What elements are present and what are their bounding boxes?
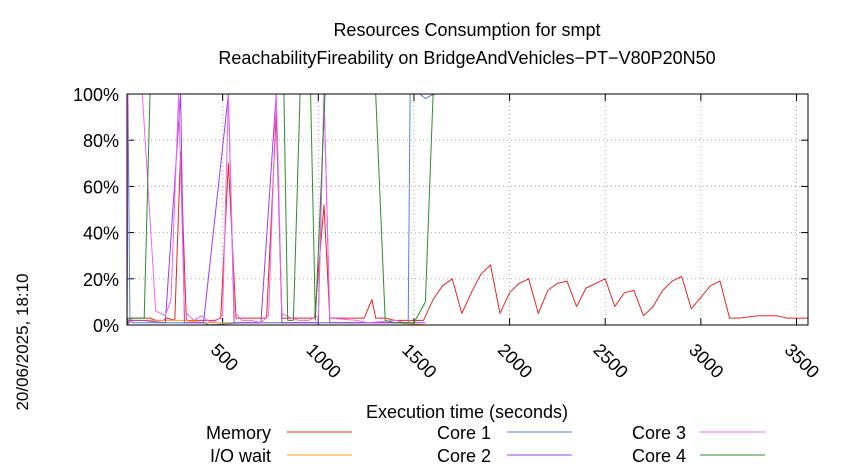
y-tick-label: 80%	[83, 131, 119, 151]
legend-label-core-3: Core 3	[632, 423, 686, 443]
x-axis-label: Execution time (seconds)	[366, 402, 568, 422]
legend-label-i-o-wait: I/O wait	[210, 446, 271, 466]
series-line-core-3	[126, 93, 407, 326]
axis-ticks: 0% 20% 40% 60% 80% 100% 500 1000 1500 2000 2500 300…	[73, 85, 823, 382]
legend: Memory I/O wait Core 1 Core 2 Core 3 Core 4	[206, 423, 765, 466]
legend-label-core-1: Core 1	[437, 423, 491, 443]
y-tick-label: 40%	[83, 224, 119, 244]
x-tick-label: 2000	[494, 340, 536, 382]
x-tick-label: 3000	[685, 340, 727, 382]
legend-label-core-4: Core 4	[632, 446, 686, 466]
x-tick-label: 1500	[398, 340, 440, 382]
y-tick-label: 100%	[73, 85, 119, 105]
side-timestamp: 20/06/2025, 18:10	[13, 273, 32, 410]
series-lines	[126, 93, 808, 326]
legend-label-memory: Memory	[206, 423, 271, 443]
x-tick-label: 2500	[589, 340, 631, 382]
x-tick-label: 500	[207, 340, 242, 375]
chart-subtitle: ReachabilityFireability on BridgeAndVehi…	[218, 48, 715, 68]
chart-title: Resources Consumption for smpt	[333, 20, 600, 40]
y-tick-label: 60%	[83, 177, 119, 197]
legend-label-core-2: Core 2	[437, 446, 491, 466]
series-line-memory	[126, 114, 808, 326]
y-tick-label: 0%	[93, 316, 119, 336]
y-tick-label: 20%	[83, 270, 119, 290]
x-tick-label: 1000	[302, 340, 344, 382]
grid	[127, 94, 808, 325]
plot-frame	[126, 93, 809, 326]
x-tick-label: 3500	[781, 340, 823, 382]
